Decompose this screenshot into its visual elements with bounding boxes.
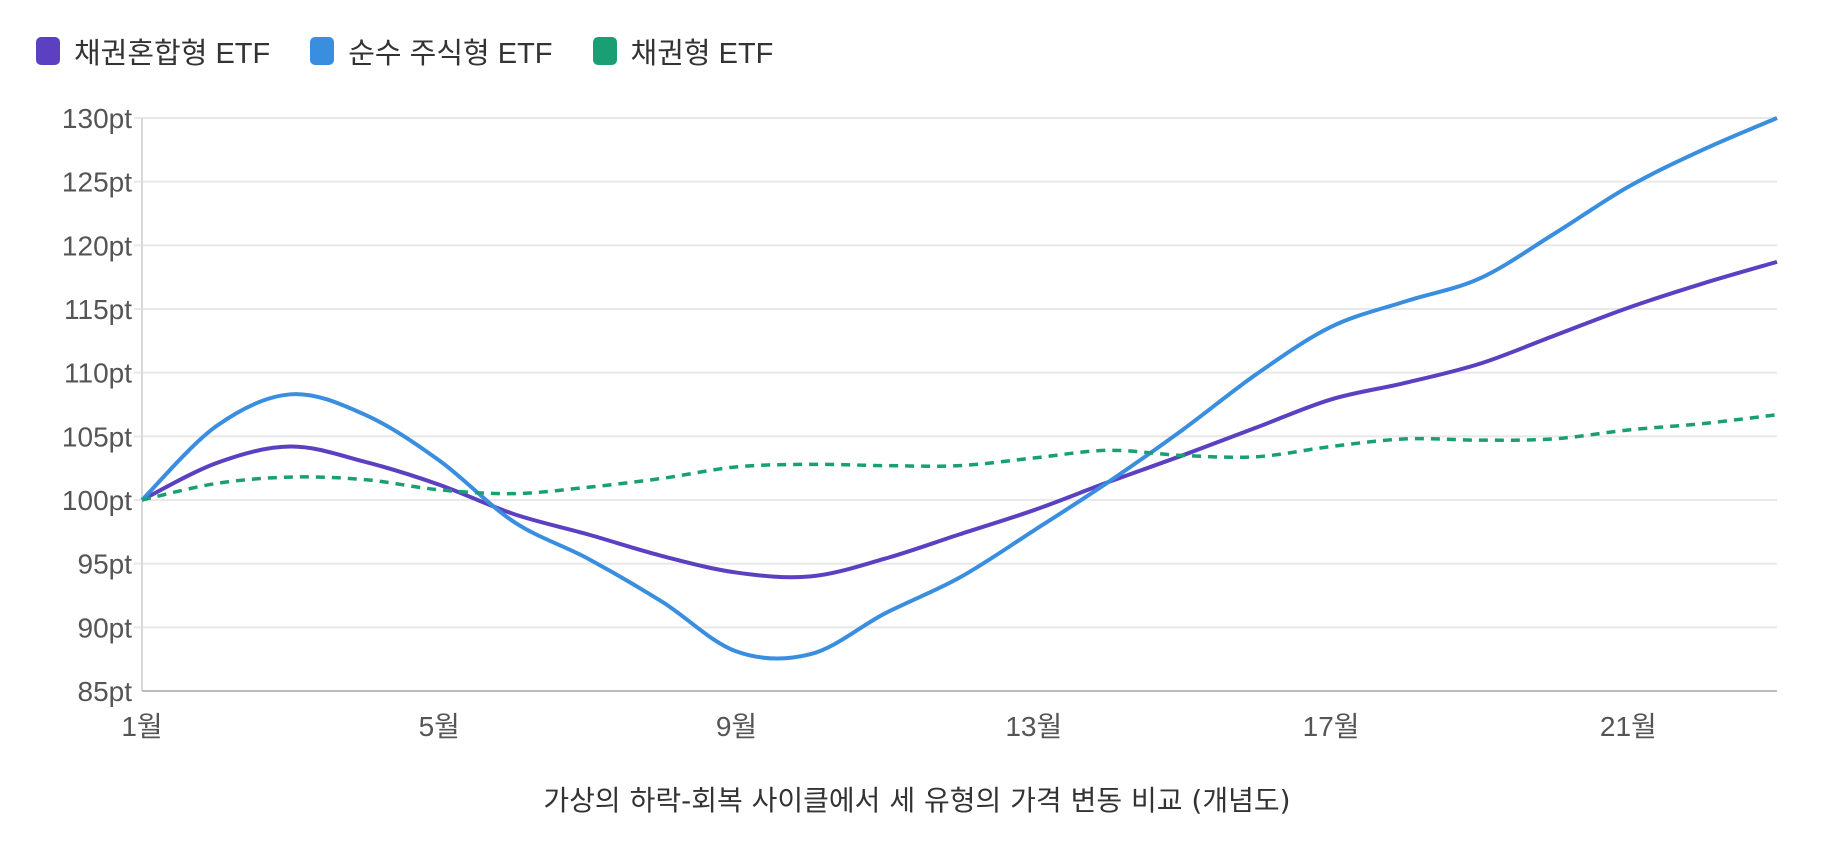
y-tick-label: 100pt: [62, 485, 132, 516]
legend-swatch: [36, 37, 60, 65]
x-tick-label: 17월: [1303, 711, 1360, 742]
legend-swatch: [310, 37, 335, 65]
x-tick-label: 1월: [121, 711, 162, 742]
legend-swatch: [592, 37, 617, 65]
legend-label: 순수 주식형 ETF: [348, 38, 553, 70]
y-tick-label: 110pt: [64, 358, 132, 389]
legend-item-pure-equity[interactable]: 순수 주식형 ETF: [310, 30, 553, 72]
y-tick-label: 85pt: [78, 676, 133, 707]
series-line: [141, 259, 1778, 580]
y-tick-label: 125pt: [62, 167, 132, 198]
y-tick-label: 105pt: [62, 421, 132, 452]
y-tick-label: 115pt: [64, 294, 132, 325]
legend-label: 채권혼합형 ETF: [74, 38, 271, 70]
legend: 채권혼합형 ETF 순수 주식형 ETF 채권형 ETF: [36, 30, 773, 72]
legend-item-bond-mixed[interactable]: 채권혼합형 ETF: [36, 30, 270, 72]
legend-label: 채권형 ETF: [630, 38, 774, 70]
series-line: [140, 116, 1778, 661]
x-axis-caption: 가상의 하락-회복 사이클에서 세 유형의 가격 변동 비교 (개념도): [543, 784, 1290, 817]
y-tick-label: 90pt: [78, 612, 133, 643]
x-tick-label: 9월: [716, 711, 757, 742]
x-tick-label: 21월: [1600, 711, 1657, 742]
y-tick-label: 130pt: [62, 103, 132, 134]
y-tick-label: 120pt: [62, 230, 132, 261]
x-tick-label: 5월: [419, 711, 460, 742]
y-tick-label: 95pt: [78, 549, 133, 580]
series-line: [141, 412, 1778, 502]
x-tick-label: 13월: [1005, 711, 1062, 742]
legend-item-bond[interactable]: 채권형 ETF: [592, 30, 774, 72]
